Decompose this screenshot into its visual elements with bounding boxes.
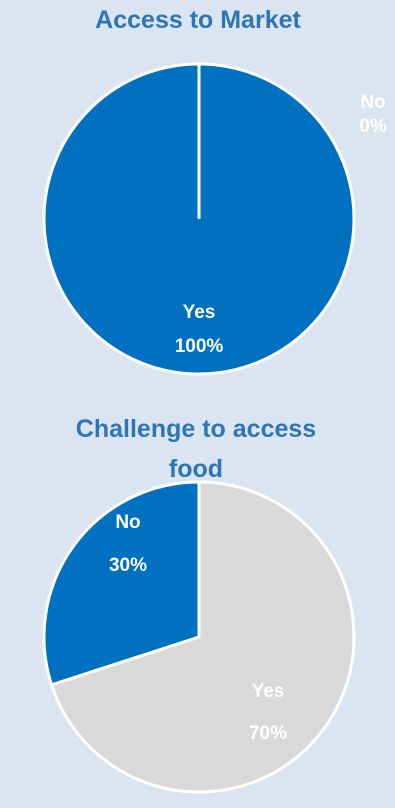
slice-label-no-value: 0%	[359, 116, 387, 137]
slice-label-yes-value: 70%	[249, 723, 287, 744]
chart-title-line-2: food	[169, 455, 223, 483]
chart-title-line-1: Challenge to access	[76, 415, 316, 443]
slice-label-yes-category: Yes	[183, 302, 216, 323]
slice-label-yes-category: Yes	[252, 681, 285, 702]
chart-title: Access to Market	[95, 6, 301, 34]
slice-label-no-category: No	[360, 92, 385, 113]
pie-chart-challenge-to-access-food: Challenge to access food No 30% Yes 70%	[42, 415, 356, 794]
slice-label-yes-value: 100%	[175, 336, 224, 357]
pie-slice-no	[42, 480, 201, 687]
pie-chart-access-to-market: Access to Market No 0% Yes 100%	[42, 6, 387, 376]
slice-label-no-value: 30%	[109, 555, 147, 576]
pie-slice-yes	[50, 480, 356, 794]
slice-label-no-category: No	[115, 512, 140, 533]
